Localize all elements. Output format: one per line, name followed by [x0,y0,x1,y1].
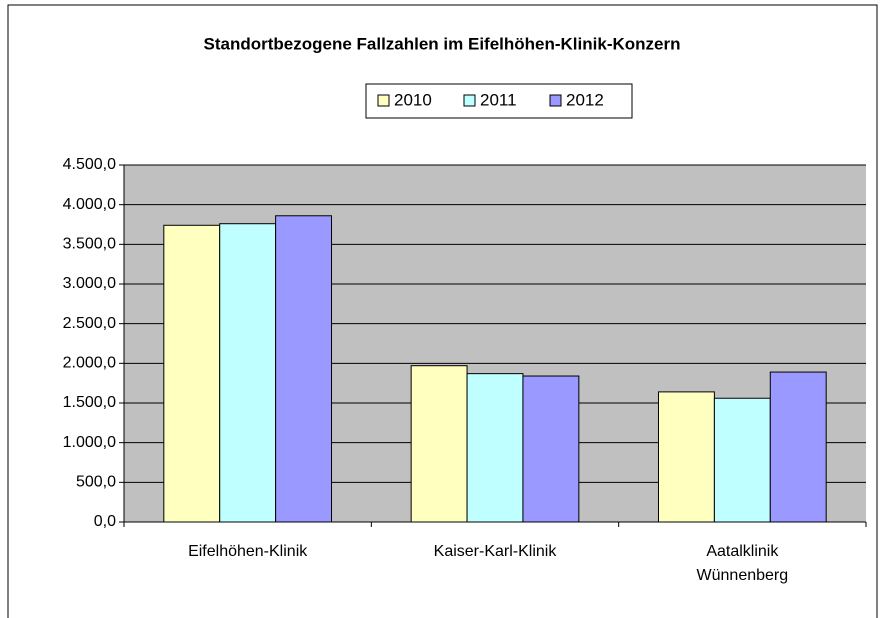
x-tick-label: Kaiser-Karl-Klinik [433,543,557,560]
legend-box [365,83,633,119]
legend-label: 2010 [394,90,432,109]
y-tick-label: 2.500,0 [63,315,116,332]
chart-frame [7,4,878,618]
y-tick-label: 3.500,0 [63,236,116,253]
y-tick-label: 2.000,0 [63,355,116,372]
y-tick-label: 3.000,0 [63,275,116,292]
legend-swatch [549,94,562,107]
y-tick-label: 500,0 [76,474,116,491]
bar [410,365,468,523]
legend-swatch [463,94,476,107]
y-tick-label: 4.000,0 [63,196,116,213]
chart-title: Standortbezogene Fallzahlen im Eifelhöhe… [204,34,681,53]
bar [522,375,580,523]
bar [466,373,524,523]
bar [219,223,277,523]
bar [163,224,221,523]
y-tick-label: 1.500,0 [63,394,116,411]
bar [275,215,333,523]
bar [657,391,715,523]
legend-swatch [377,94,390,107]
y-tick-label: 1.000,0 [63,434,116,451]
bar [713,397,771,523]
legend-label: 2011 [480,90,517,109]
bar [769,371,827,523]
y-tick-label: 0,0 [94,513,116,530]
legend-label: 2012 [566,90,604,109]
y-tick-label: 4.500,0 [63,156,116,173]
x-tick-label: Aatalklinik Wünnenberg [696,543,789,584]
x-tick-label: Eifelhöhen-Klinik [188,543,308,560]
